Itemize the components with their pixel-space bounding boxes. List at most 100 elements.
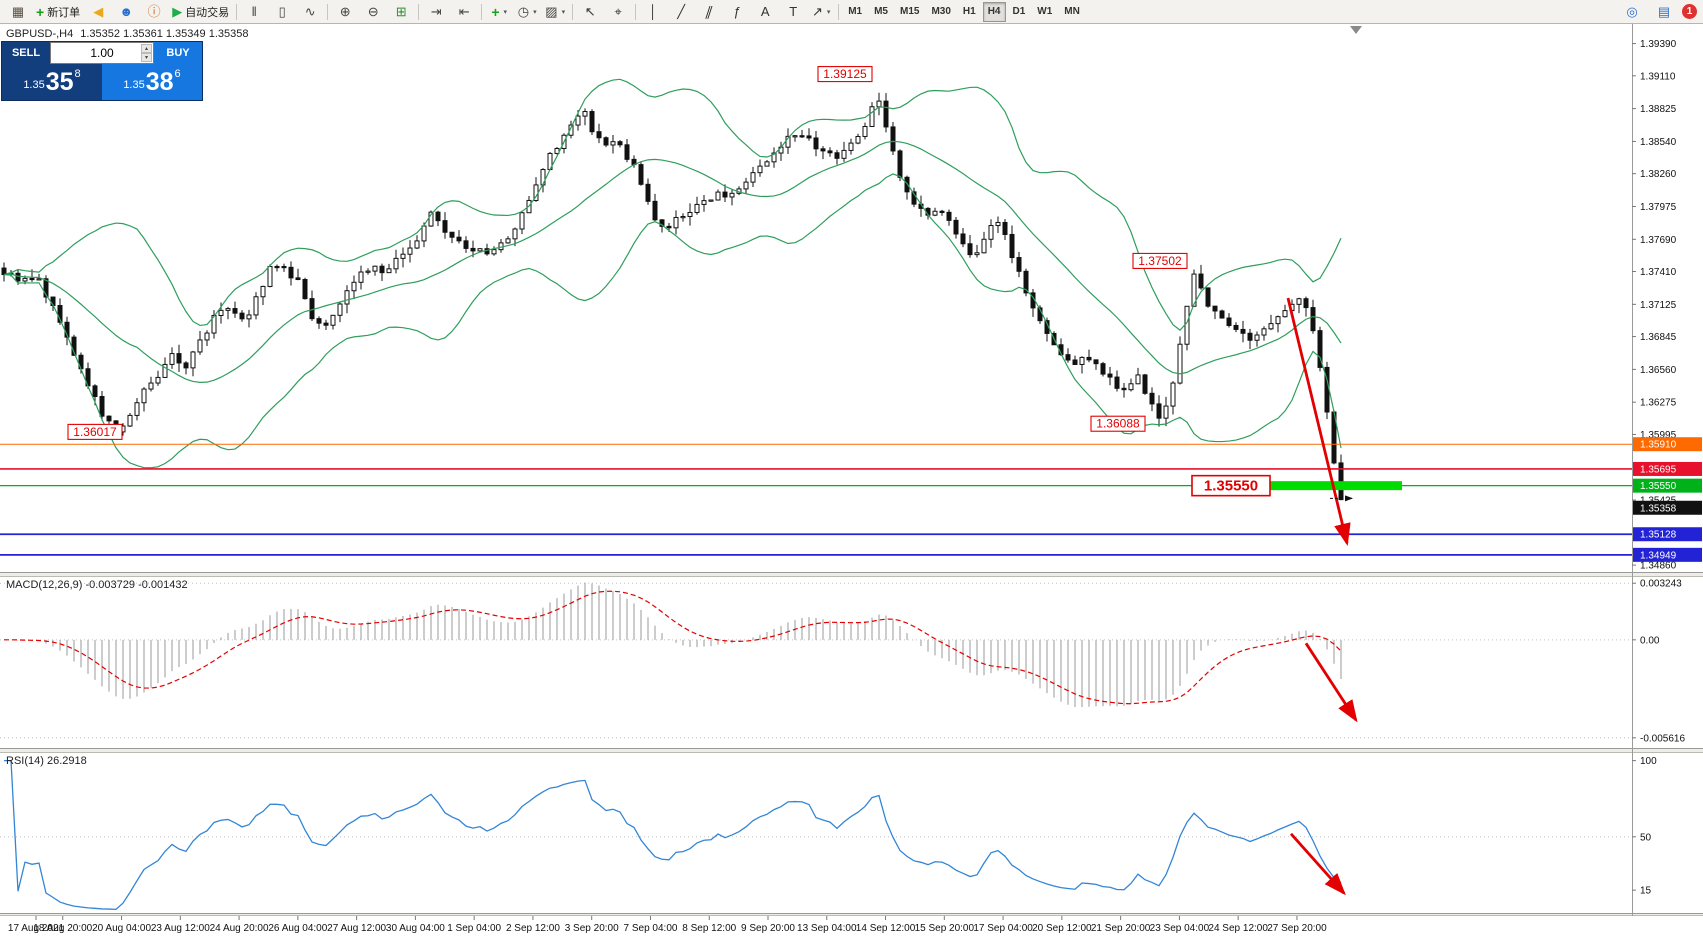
timeframe-m5-button[interactable]: M5	[874, 6, 888, 17]
price-label-1.35695: 1.35695	[1640, 464, 1677, 475]
dropdown-caret-icon[interactable]: ▾	[503, 8, 508, 16]
price-tick: 1.37410	[1640, 267, 1677, 278]
indicators-icon: +	[491, 3, 500, 20]
timeframe-w1-button[interactable]: W1	[1037, 6, 1053, 17]
panel-divider[interactable]	[0, 913, 1703, 916]
volume-down-button[interactable]: ▾	[141, 53, 152, 62]
notification-badge[interactable]: 1	[1682, 4, 1697, 19]
timeframe-h4-button[interactable]: H4	[982, 1, 1006, 22]
bar-chart-mode-icon: ‖	[251, 4, 257, 19]
buy-header[interactable]: BUY	[154, 42, 202, 64]
dropdown-caret-icon[interactable]: ▾	[826, 8, 831, 16]
arrows-tool-button[interactable]: ↗ ▾	[807, 1, 835, 23]
time-tick: 2 Sep 12:00	[506, 923, 560, 934]
price-tick: 1.39390	[1640, 39, 1677, 50]
macd-tick: -0.005616	[1640, 733, 1685, 744]
time-tick: 13 Sep 04:00	[797, 923, 857, 934]
candlesticks	[1, 92, 1344, 501]
buy-button[interactable]: 1.35 38 6	[102, 64, 202, 100]
macd-indicator-label: MACD(12,26,9) -0.003729 -0.001432	[6, 579, 188, 591]
trend-arrow-main[interactable]	[1286, 297, 1351, 546]
candle-chart-mode-button[interactable]: ▯	[268, 1, 296, 23]
price-label-box	[1633, 547, 1702, 562]
toolbar-separator	[327, 3, 329, 20]
bollinger-middle-band	[3, 140, 1342, 383]
timeframe-m15-button[interactable]: M15	[900, 6, 920, 17]
label-tool-icon: T	[789, 4, 798, 19]
toolbar-separator	[481, 3, 483, 20]
panel-divider[interactable]	[0, 572, 1703, 577]
sell-header[interactable]: SELL	[2, 42, 50, 64]
trendline-tool-button[interactable]: ╱	[667, 1, 695, 23]
bar-chart-mode-button[interactable]: ‖	[240, 1, 268, 23]
trend-arrow-macd[interactable]	[1304, 642, 1358, 723]
trend-arrow-rsi[interactable]	[1289, 832, 1346, 896]
buy-price-prefix: 1.35	[123, 79, 145, 91]
info-icon: ⓘ	[147, 4, 161, 19]
main-chart-panel	[1, 78, 1344, 501]
volume-spinner: ▴ ▾	[141, 44, 152, 62]
ohlc-values: 1.35352 1.35361 1.35349 1.35358	[80, 28, 249, 40]
sell-price-sup: 8	[74, 68, 81, 80]
line-chart-mode-button[interactable]: ∿	[296, 1, 324, 23]
svg-text:1.35550: 1.35550	[1204, 478, 1258, 495]
megaphone-button[interactable]: ◀	[84, 1, 112, 23]
price-annotation[interactable]: 1.36088	[1090, 415, 1146, 432]
time-tick: 8 Sep 12:00	[682, 923, 736, 934]
price-tick: 1.38540	[1640, 137, 1677, 148]
new-chart-button[interactable]: ▦	[4, 1, 32, 23]
vertical-line-tool-button[interactable]: │	[639, 1, 667, 23]
zoom-in-button[interactable]: ⊕	[331, 1, 359, 23]
price-tick: 1.37975	[1640, 202, 1677, 213]
price-tick: 1.38260	[1640, 169, 1677, 180]
panel-divider[interactable]	[0, 748, 1703, 753]
timeframe-m1-button[interactable]: M1	[848, 6, 863, 17]
templates-icon: ▨	[545, 4, 558, 19]
fibonacci-tool-button[interactable]: ƒ	[723, 1, 751, 23]
text-tool-button[interactable]: A	[751, 1, 779, 23]
time-tick: 20 Sep 12:00	[1032, 923, 1092, 934]
price-annotation[interactable]: 1.36017	[67, 423, 123, 440]
timeframe-mn-button[interactable]: MN	[1064, 6, 1080, 17]
timeframe-h1-button[interactable]: H1	[962, 6, 976, 17]
new-order-button[interactable]: + 新订单	[32, 1, 84, 23]
market-button[interactable]: ▤	[1650, 1, 1678, 23]
price-label-1.35128: 1.35128	[1640, 530, 1677, 541]
timeframe-d1-button[interactable]: D1	[1012, 6, 1026, 17]
volume-up-button[interactable]: ▴	[141, 44, 152, 53]
periods-button[interactable]: ◷ ▾	[513, 1, 541, 23]
chart-shift-marker	[1350, 26, 1362, 34]
volume-input[interactable]: 1.00 ▴ ▾	[50, 42, 154, 64]
sell-button[interactable]: 1.35 35 8	[2, 64, 102, 100]
info-button[interactable]: ⓘ	[140, 1, 168, 23]
search-button[interactable]: ◎	[1618, 1, 1646, 23]
chart-background	[0, 24, 1703, 943]
tile-windows-button[interactable]: ⊞	[387, 1, 415, 23]
price-annotation[interactable]: 1.39125	[817, 66, 873, 83]
crosshair-tool-icon: ⌖	[614, 4, 622, 19]
profile-button[interactable]: ☻	[112, 1, 140, 23]
templates-button[interactable]: ▨ ▾	[541, 1, 569, 23]
time-tick: 15 Sep 20:00	[915, 923, 975, 934]
timeframe-m30-button[interactable]: M30	[931, 6, 951, 17]
trendline-tool-icon: ╱	[677, 4, 686, 19]
chart-shift-button[interactable]: ⇤	[450, 1, 478, 23]
channel-tool-button[interactable]: ∥	[695, 1, 723, 23]
cursor-tool-button[interactable]: ↖	[576, 1, 604, 23]
cursor-tool-icon: ↖	[584, 4, 596, 19]
price-annotation[interactable]: 1.37502	[1132, 252, 1188, 269]
zoom-out-button[interactable]: ⊖	[359, 1, 387, 23]
indicators-button[interactable]: + ▾	[485, 1, 513, 23]
price-annotation[interactable]: 1.35550	[1191, 474, 1271, 497]
crosshair-tool-button[interactable]: ⌖	[604, 1, 632, 23]
line-chart-mode-icon: ∿	[304, 4, 316, 19]
auto-scroll-button[interactable]: ⇥	[422, 1, 450, 23]
price-axis[interactable]: 1.39390 1.39110 1.38825 1.38540 1.38260 1.379…	[1632, 39, 1702, 897]
dropdown-caret-icon[interactable]: ▾	[561, 8, 566, 16]
auto-trading-button[interactable]: ▶ 自动交易	[168, 1, 233, 23]
label-tool-button[interactable]: T	[779, 1, 807, 23]
price-label-box	[1633, 478, 1702, 493]
dropdown-caret-icon[interactable]: ▾	[533, 8, 537, 16]
